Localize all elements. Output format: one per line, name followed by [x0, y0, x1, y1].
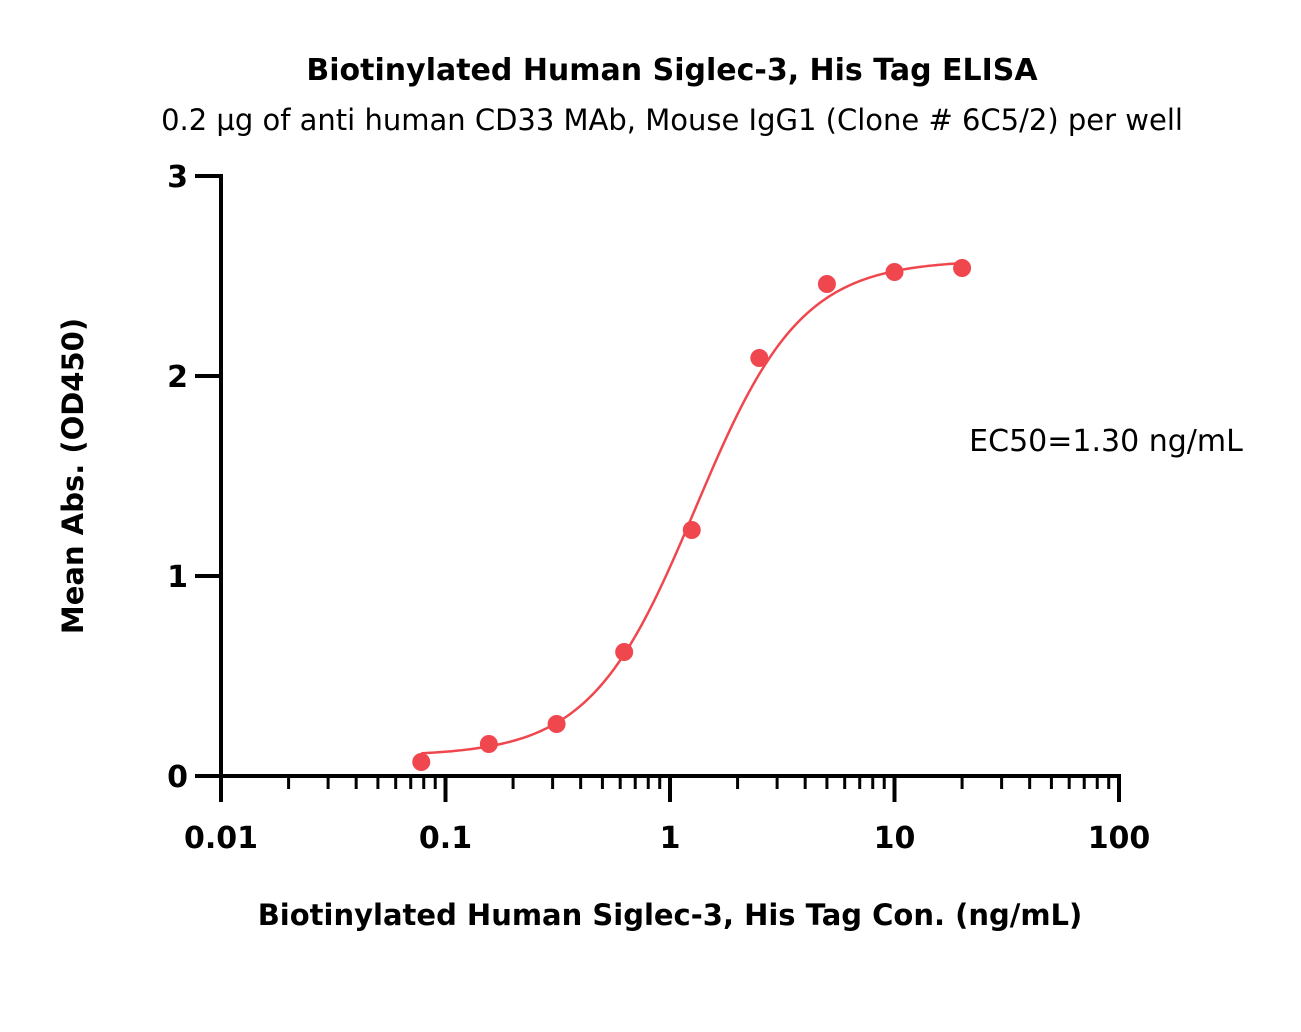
y-tick-label: 2	[167, 360, 188, 395]
chart-title: Biotinylated Human Siglec-3, His Tag ELI…	[306, 53, 1038, 88]
chart-subtitle: 0.2 µg of anti human CD33 MAb, Mouse IgG…	[161, 103, 1183, 137]
data-point	[615, 643, 634, 661]
data-points	[412, 259, 972, 771]
y-axis-ticks: 0 1 2 3	[167, 160, 221, 795]
x-tick-label: 1	[660, 821, 681, 856]
data-point	[547, 715, 566, 733]
y-tick-label: 0	[167, 760, 188, 795]
ec50-annotation: EC50=1.30 ng/mL	[969, 424, 1243, 459]
x-tick-label: 10	[874, 821, 916, 856]
data-point	[953, 259, 972, 277]
y-tick-label: 3	[167, 160, 188, 195]
x-axis-label: Biotinylated Human Siglec-3, His Tag Con…	[258, 898, 1083, 932]
data-point	[479, 735, 498, 753]
data-point	[682, 521, 701, 539]
data-point	[412, 753, 431, 771]
data-point	[750, 349, 769, 367]
y-tick-label: 1	[167, 560, 188, 595]
data-point	[885, 263, 904, 281]
plot-area: 0 1 2 3 0.01 0.1 1 10 100	[167, 160, 1150, 856]
x-axis-ticks: 0.01 0.1 1 10 100	[184, 776, 1150, 856]
data-point	[817, 275, 836, 293]
fit-curve	[421, 261, 963, 755]
x-tick-label: 0.01	[184, 821, 258, 856]
y-axis-label: Mean Abs. (OD450)	[56, 318, 90, 634]
x-tick-label: 0.1	[419, 821, 472, 856]
x-tick-label: 100	[1088, 821, 1151, 856]
